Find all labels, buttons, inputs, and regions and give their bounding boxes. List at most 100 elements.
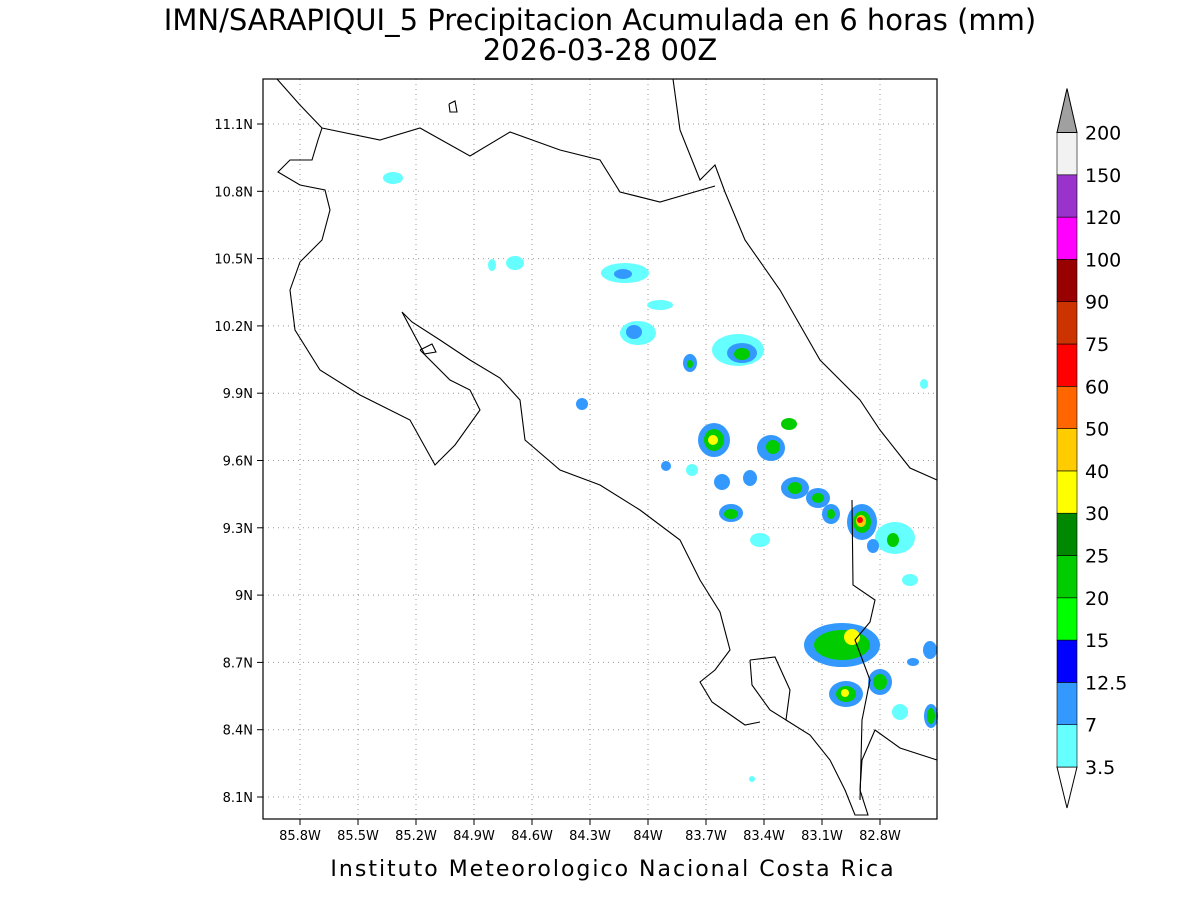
lon-tick-label: 85.2W [395,829,437,844]
lon-tick-label: 85.8W [279,829,321,844]
rain-area [867,539,879,553]
rain-area [812,493,824,503]
rain-area [749,776,755,782]
grid [263,79,937,819]
colorbar-label: 3.5 [1085,757,1115,779]
rain-area [927,708,935,724]
lat-tick-label: 9.9N [223,387,253,402]
rain-area [788,482,802,494]
lon-tick-label: 84.3W [569,829,611,844]
lat-tick-label: 9N [235,589,253,604]
lat-tick-label: 10.8N [214,185,253,200]
rain-area [920,379,928,389]
rain-area [892,704,908,720]
colorbar-box [1056,216,1078,260]
lat-tick-label: 11.1N [214,118,253,133]
colorbar-label: 150 [1085,165,1121,187]
colorbar-label: 12.5 [1085,672,1127,694]
colorbar-box [1056,428,1078,472]
rain-area [743,470,757,486]
colorbar: 3.5 7 12.5 15 20 25 30 40 50 60 75 90 100 120 150 200 [1056,88,1127,809]
lon-tick-label: 83.7W [685,829,727,844]
lat-tick-label: 8.4N [223,724,253,739]
colorbar-label: 200 [1085,123,1121,145]
colorbar-box [1056,343,1078,387]
axis-ticks: 85.8W 85.5W 85.2W 84.9W 84.6W 84.3W 84W 83.7W 83… [214,118,901,844]
lon-tick-label: 84.6W [511,829,553,844]
rain-area [887,533,899,547]
rain-area [844,629,860,645]
colorbar-over [1056,88,1078,133]
rain-area [734,348,750,360]
rain-area [907,658,919,666]
lat-tick-label: 8.7N [223,656,253,671]
lon-tick-label: 82.8W [859,829,901,844]
colorbar-label: 100 [1085,249,1121,271]
colorbar-box [1056,301,1078,345]
colorbar-box [1056,682,1078,726]
colorbar-box [1056,132,1078,176]
colorbar-label: 75 [1085,334,1109,356]
coastline [672,78,938,481]
coastlines [276,78,938,816]
colorbar-box [1056,259,1078,302]
lat-tick-label: 8.1N [223,791,253,806]
rain-area [614,269,632,279]
rain-area [766,440,780,454]
lon-tick-label: 85.5W [337,829,379,844]
colorbar-box [1056,555,1078,599]
rain-area [923,641,937,659]
colorbar-label: 40 [1085,461,1109,483]
colorbar-box [1056,724,1078,768]
coastline [276,78,761,726]
lat-tick-label: 9.3N [223,522,253,537]
lon-tick-label: 84.9W [453,829,495,844]
map-frame [262,78,938,820]
colorbar-box [1056,639,1078,683]
coastline [448,100,458,113]
coastline [419,343,437,355]
lon-tick-label: 83.4W [743,829,785,844]
title: IMN/SARAPIQUI_5 Precipitacion Acumulada … [164,3,1036,37]
colorbar-label: 50 [1085,419,1109,441]
rain-area [827,509,835,519]
rain-area [687,360,693,368]
border [851,499,876,801]
rain-area [383,172,403,184]
lat-tick-label: 10.5N [214,253,253,268]
colorbar-label: 25 [1085,546,1109,568]
subtitle: 2026-03-28 00Z [483,33,718,67]
rain-area [576,398,588,410]
coastline [785,719,938,816]
colorbar-label: 60 [1085,376,1109,398]
rain-area [506,256,524,270]
rain-area [814,630,870,660]
border [321,127,716,203]
rain-area [873,674,887,690]
rain-area [902,574,918,586]
colorbar-box [1056,512,1078,556]
colorbar-label: 90 [1085,292,1109,314]
rain-area [714,474,730,490]
rain-area [750,533,770,547]
colorbar-label: 7 [1085,715,1097,737]
rain-area [708,435,718,445]
colorbar-label: 120 [1085,207,1121,229]
footer: Instituto Meteorologico Nacional Costa R… [330,857,895,882]
coastline [749,656,791,721]
lon-tick-label: 84W [633,829,663,844]
colorbar-under [1056,766,1078,809]
colorbar-label: 30 [1085,503,1109,525]
rain-area [626,325,642,339]
lon-tick-label: 83.1W [801,829,843,844]
precipitation [383,172,938,782]
rain-area [488,259,496,271]
colorbar-label: 15 [1085,630,1109,652]
colorbar-label: 20 [1085,588,1109,610]
rain-area [647,300,673,310]
colorbar-box [1056,470,1078,514]
colorbar-box [1056,597,1078,641]
rain-area [724,509,738,519]
colorbar-box [1056,385,1078,429]
